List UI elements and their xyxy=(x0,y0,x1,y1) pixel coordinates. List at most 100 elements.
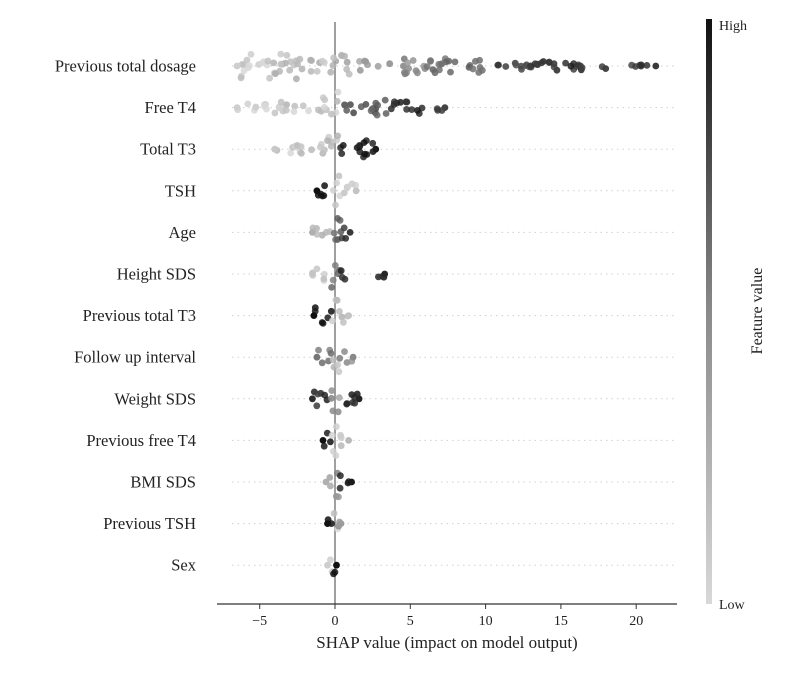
feature-row-points xyxy=(322,469,355,501)
data-point xyxy=(329,407,337,415)
data-point xyxy=(308,146,315,154)
data-point xyxy=(337,267,345,275)
data-point xyxy=(447,68,454,76)
data-point xyxy=(296,55,304,63)
data-point xyxy=(356,66,364,74)
colorbar-high-label: High xyxy=(719,19,747,34)
data-point xyxy=(538,59,545,67)
data-point xyxy=(412,67,420,74)
data-point xyxy=(469,65,477,73)
data-point xyxy=(562,59,569,67)
data-point xyxy=(327,350,335,357)
colorbar: High Low Feature value xyxy=(706,19,766,613)
data-point xyxy=(329,276,337,284)
data-point xyxy=(283,51,291,59)
data-point xyxy=(319,57,326,65)
feature-row-points xyxy=(319,423,352,459)
data-point xyxy=(328,110,335,118)
data-point xyxy=(315,346,322,354)
data-point xyxy=(313,265,321,273)
data-point xyxy=(271,109,279,117)
data-point xyxy=(330,229,338,237)
data-point xyxy=(327,307,335,315)
data-point xyxy=(335,172,343,180)
data-point xyxy=(512,61,520,69)
row-guides xyxy=(232,65,677,566)
data-point xyxy=(342,235,350,242)
data-point xyxy=(350,109,357,117)
data-point xyxy=(313,68,321,75)
data-point xyxy=(324,520,331,527)
data-point xyxy=(233,104,241,111)
data-point xyxy=(336,308,343,315)
data-point xyxy=(337,434,345,441)
data-point xyxy=(334,215,341,222)
data-point xyxy=(297,143,305,151)
data-point xyxy=(652,62,660,70)
feature-label: Previous total T3 xyxy=(83,306,196,325)
data-point xyxy=(338,274,346,281)
data-point xyxy=(332,492,340,500)
data-point xyxy=(347,101,354,108)
data-point xyxy=(476,56,483,64)
data-point xyxy=(346,229,354,236)
data-point xyxy=(351,399,359,407)
data-point xyxy=(598,63,606,71)
data-point xyxy=(336,354,344,362)
data-point xyxy=(333,97,341,105)
data-point xyxy=(478,66,486,74)
data-point xyxy=(252,103,260,111)
data-point xyxy=(408,106,416,113)
data-point xyxy=(328,387,336,394)
data-point xyxy=(333,561,340,569)
data-point xyxy=(333,423,340,430)
data-point xyxy=(324,137,331,145)
x-tick-label: 0 xyxy=(332,614,339,629)
data-point xyxy=(329,187,337,194)
data-point xyxy=(313,353,321,361)
data-point xyxy=(315,106,322,114)
data-point xyxy=(345,437,352,444)
feature-row-points xyxy=(313,346,357,376)
data-point xyxy=(427,58,434,65)
data-point xyxy=(327,482,334,490)
data-point xyxy=(637,61,645,69)
data-point xyxy=(357,103,365,111)
data-point xyxy=(283,101,291,108)
data-point xyxy=(318,231,326,239)
feature-row-points xyxy=(233,50,660,83)
data-point xyxy=(355,395,363,403)
data-point xyxy=(328,284,335,291)
data-point xyxy=(372,145,380,153)
data-point xyxy=(423,63,431,70)
data-points xyxy=(233,50,660,578)
data-point xyxy=(336,484,344,492)
x-tick-label: 15 xyxy=(554,614,568,629)
data-point xyxy=(328,394,335,402)
data-point xyxy=(361,150,369,158)
data-point xyxy=(387,105,395,113)
data-point xyxy=(334,361,341,369)
feature-label: TSH xyxy=(165,181,196,200)
data-point xyxy=(567,62,575,70)
data-point xyxy=(342,101,349,109)
data-point xyxy=(338,313,346,321)
data-point xyxy=(261,102,268,110)
data-point xyxy=(374,62,382,70)
feature-row-points xyxy=(309,215,354,244)
feature-row-points xyxy=(233,88,449,119)
data-point xyxy=(348,478,355,486)
data-point xyxy=(438,60,446,68)
data-point xyxy=(314,390,322,398)
data-point xyxy=(502,63,510,70)
data-point xyxy=(414,107,421,114)
data-point xyxy=(550,63,558,71)
data-point xyxy=(298,149,305,157)
data-point xyxy=(313,402,321,410)
data-point xyxy=(321,96,329,104)
feature-row-points xyxy=(309,262,389,291)
x-tick-label: 10 xyxy=(479,614,493,629)
data-point xyxy=(259,59,266,67)
data-point xyxy=(345,312,352,319)
data-point xyxy=(322,478,330,486)
